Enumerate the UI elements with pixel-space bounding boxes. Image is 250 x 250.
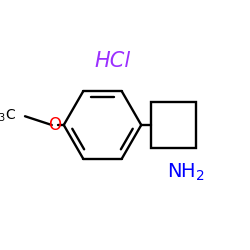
- Text: HCl: HCl: [94, 51, 130, 71]
- Bar: [151, 102, 196, 148]
- Text: H$_3$C: H$_3$C: [0, 108, 16, 124]
- Text: NH$_2$: NH$_2$: [167, 161, 205, 182]
- Text: O: O: [48, 116, 62, 134]
